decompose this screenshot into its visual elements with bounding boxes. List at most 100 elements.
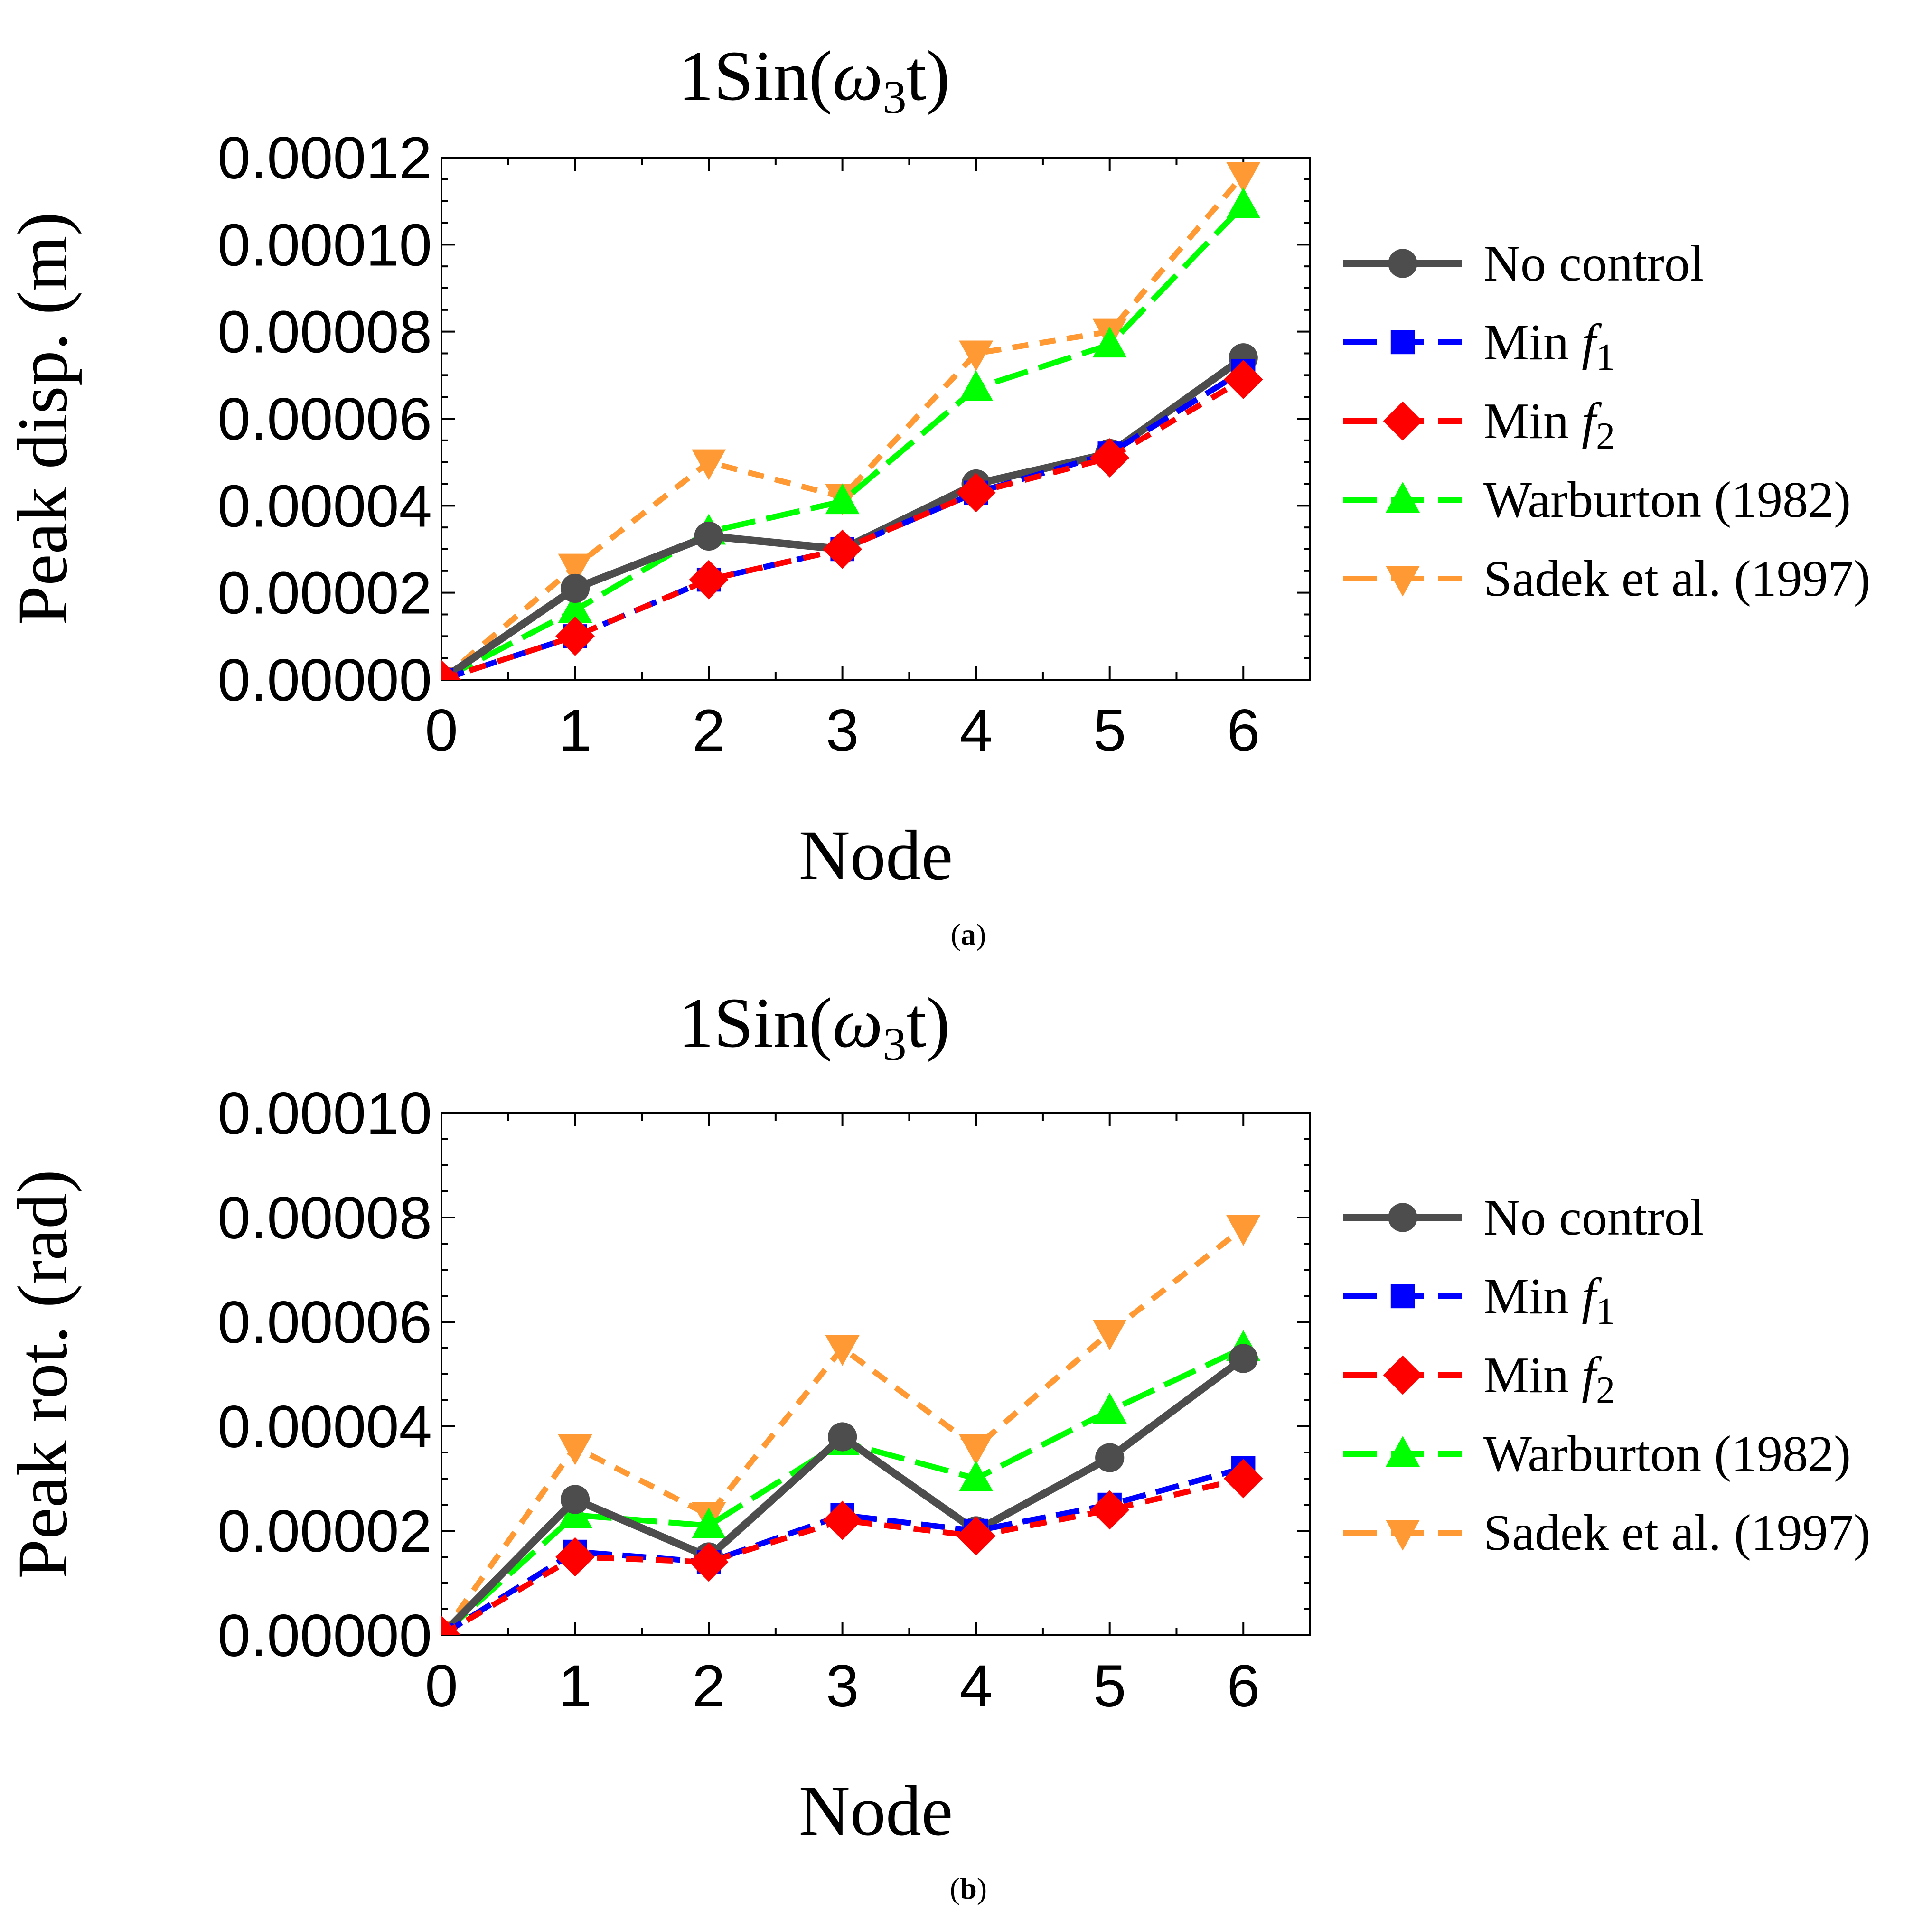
y-tick-label: 0.00000 — [217, 1603, 432, 1669]
x-tick-label: 1 — [559, 1653, 592, 1719]
legend-swatch-marker — [1383, 1355, 1423, 1395]
y-tick-label: 0.00008 — [217, 1185, 432, 1251]
data-point-marker — [692, 449, 726, 480]
data-point-marker — [1090, 1490, 1130, 1530]
legend-label: No control — [1483, 1190, 1704, 1246]
x-tick-label: 4 — [959, 698, 993, 764]
x-tick-label: 5 — [1093, 698, 1126, 764]
panel-caption: (a) — [951, 918, 986, 951]
y-tick-label: 0.00004 — [217, 1394, 432, 1460]
x-tick-label: 0 — [425, 1653, 458, 1719]
data-point-marker — [689, 1542, 729, 1582]
y-tick-label: 0.00012 — [217, 125, 432, 191]
y-tick-label: 0.00004 — [217, 473, 432, 539]
series-group — [441, 162, 1263, 680]
data-point-marker — [441, 1615, 461, 1635]
x-tick-label: 2 — [692, 1653, 725, 1719]
data-point-marker — [1226, 162, 1261, 193]
data-point-marker — [558, 1434, 592, 1465]
data-point-marker — [560, 1485, 590, 1514]
x-tick-label: 3 — [826, 698, 859, 764]
series-line-sadek-et-al-1997- — [441, 173, 1246, 680]
legend: No control Min f1 Min f2 Warburton (1982) Sa… — [1343, 235, 1871, 607]
data-point-marker — [1229, 1344, 1258, 1373]
data-point-marker — [959, 340, 994, 372]
x-axis-label: Node — [799, 1771, 953, 1850]
legend: No control Min f1 Min f2 Warburton (1982) Sa… — [1343, 1190, 1871, 1561]
data-point-marker — [823, 1500, 863, 1540]
legend-label: Warburton (1982) — [1483, 1426, 1851, 1482]
y-tick-label: 0.00002 — [217, 1499, 432, 1564]
data-point-marker — [694, 521, 723, 551]
y-tick-label: 0.00000 — [217, 647, 432, 713]
data-point-marker — [825, 1335, 860, 1366]
y-axis-label: Peak rot. (rad) — [3, 1170, 82, 1579]
data-point-marker — [441, 660, 461, 680]
y-tick-label: 0.00008 — [217, 300, 432, 365]
data-point-marker — [1092, 327, 1127, 358]
x-tick-label: 4 — [959, 1653, 993, 1719]
series-group — [441, 1215, 1263, 1635]
y-tick-label: 0.00006 — [217, 386, 432, 452]
data-point-marker — [1092, 1320, 1127, 1350]
data-point-marker — [555, 1537, 595, 1577]
panel-caption: (b) — [950, 1872, 987, 1905]
legend-label: Min f2 — [1483, 393, 1615, 457]
data-point-marker — [825, 483, 860, 515]
data-point-marker — [1090, 438, 1130, 478]
y-tick-label: 0.00006 — [217, 1290, 432, 1356]
legend-swatch-marker — [1386, 566, 1420, 597]
series-line-warburton-1982- — [441, 1345, 1245, 1635]
y-tick-label: 0.00002 — [217, 561, 432, 627]
data-point-marker — [823, 529, 863, 569]
legend-swatch-marker — [1388, 249, 1417, 278]
legend-label: Min f1 — [1483, 314, 1615, 378]
legend-swatch-marker — [1390, 330, 1415, 355]
data-point-marker — [558, 592, 592, 623]
data-point-marker — [828, 1422, 857, 1452]
y-tick-label: 0.00010 — [217, 1081, 432, 1147]
data-point-marker — [956, 473, 996, 513]
data-point-marker — [558, 553, 592, 585]
legend-label: Sadek et al. (1997) — [1483, 1505, 1871, 1561]
data-point-marker — [959, 370, 994, 401]
data-point-marker — [692, 1508, 726, 1538]
data-point-marker — [959, 1461, 994, 1491]
legend-label: Min f1 — [1483, 1268, 1615, 1332]
x-tick-label: 6 — [1227, 1653, 1260, 1719]
legend-swatch-marker — [1388, 1203, 1417, 1232]
data-point-marker — [1226, 187, 1261, 218]
y-axis-label: Peak disp. (m) — [3, 212, 82, 626]
data-point-marker — [1223, 1459, 1263, 1499]
x-tick-label: 1 — [559, 698, 592, 764]
chart-title: 1Sin(ω3t) — [678, 984, 950, 1070]
data-point-marker — [555, 616, 595, 656]
data-point-marker — [1095, 1443, 1125, 1472]
x-tick-label: 3 — [826, 1653, 859, 1719]
x-tick-label: 0 — [425, 698, 458, 764]
legend-swatch-marker — [1386, 1436, 1420, 1467]
chart-title: 1Sin(ω3t) — [678, 37, 950, 123]
legend-label: Warburton (1982) — [1483, 472, 1851, 528]
legend-swatch-marker — [1386, 482, 1420, 513]
data-point-marker — [1226, 1215, 1261, 1246]
chart-panel-a: 1Sin(ω3t) 0 1 2 3 4 5 6 0.00000 0.00002 0.00004 0.0… — [3, 37, 1871, 951]
legend-label: Min f2 — [1483, 1347, 1615, 1411]
data-point-marker — [956, 1516, 996, 1556]
data-point-marker — [1092, 1393, 1127, 1424]
data-point-marker — [560, 573, 590, 603]
x-tick-label: 5 — [1093, 1653, 1126, 1719]
legend-swatch-marker — [1383, 401, 1423, 441]
legend-label: No control — [1483, 235, 1704, 292]
legend-swatch-marker — [1386, 1520, 1420, 1551]
x-axis-label: Node — [799, 816, 953, 895]
legend-swatch-marker — [1390, 1284, 1415, 1309]
data-point-marker — [689, 560, 729, 600]
chart-panel-b: 1Sin(ω3t) 0 1 2 3 4 5 6 0.00000 0.00002 0.00004 0.0… — [3, 984, 1871, 1905]
data-point-marker — [1223, 360, 1263, 399]
x-tick-label: 2 — [692, 698, 725, 764]
data-point-marker — [959, 1434, 994, 1465]
legend-label: Sadek et al. (1997) — [1483, 551, 1871, 607]
y-tick-label: 0.00010 — [217, 212, 432, 278]
